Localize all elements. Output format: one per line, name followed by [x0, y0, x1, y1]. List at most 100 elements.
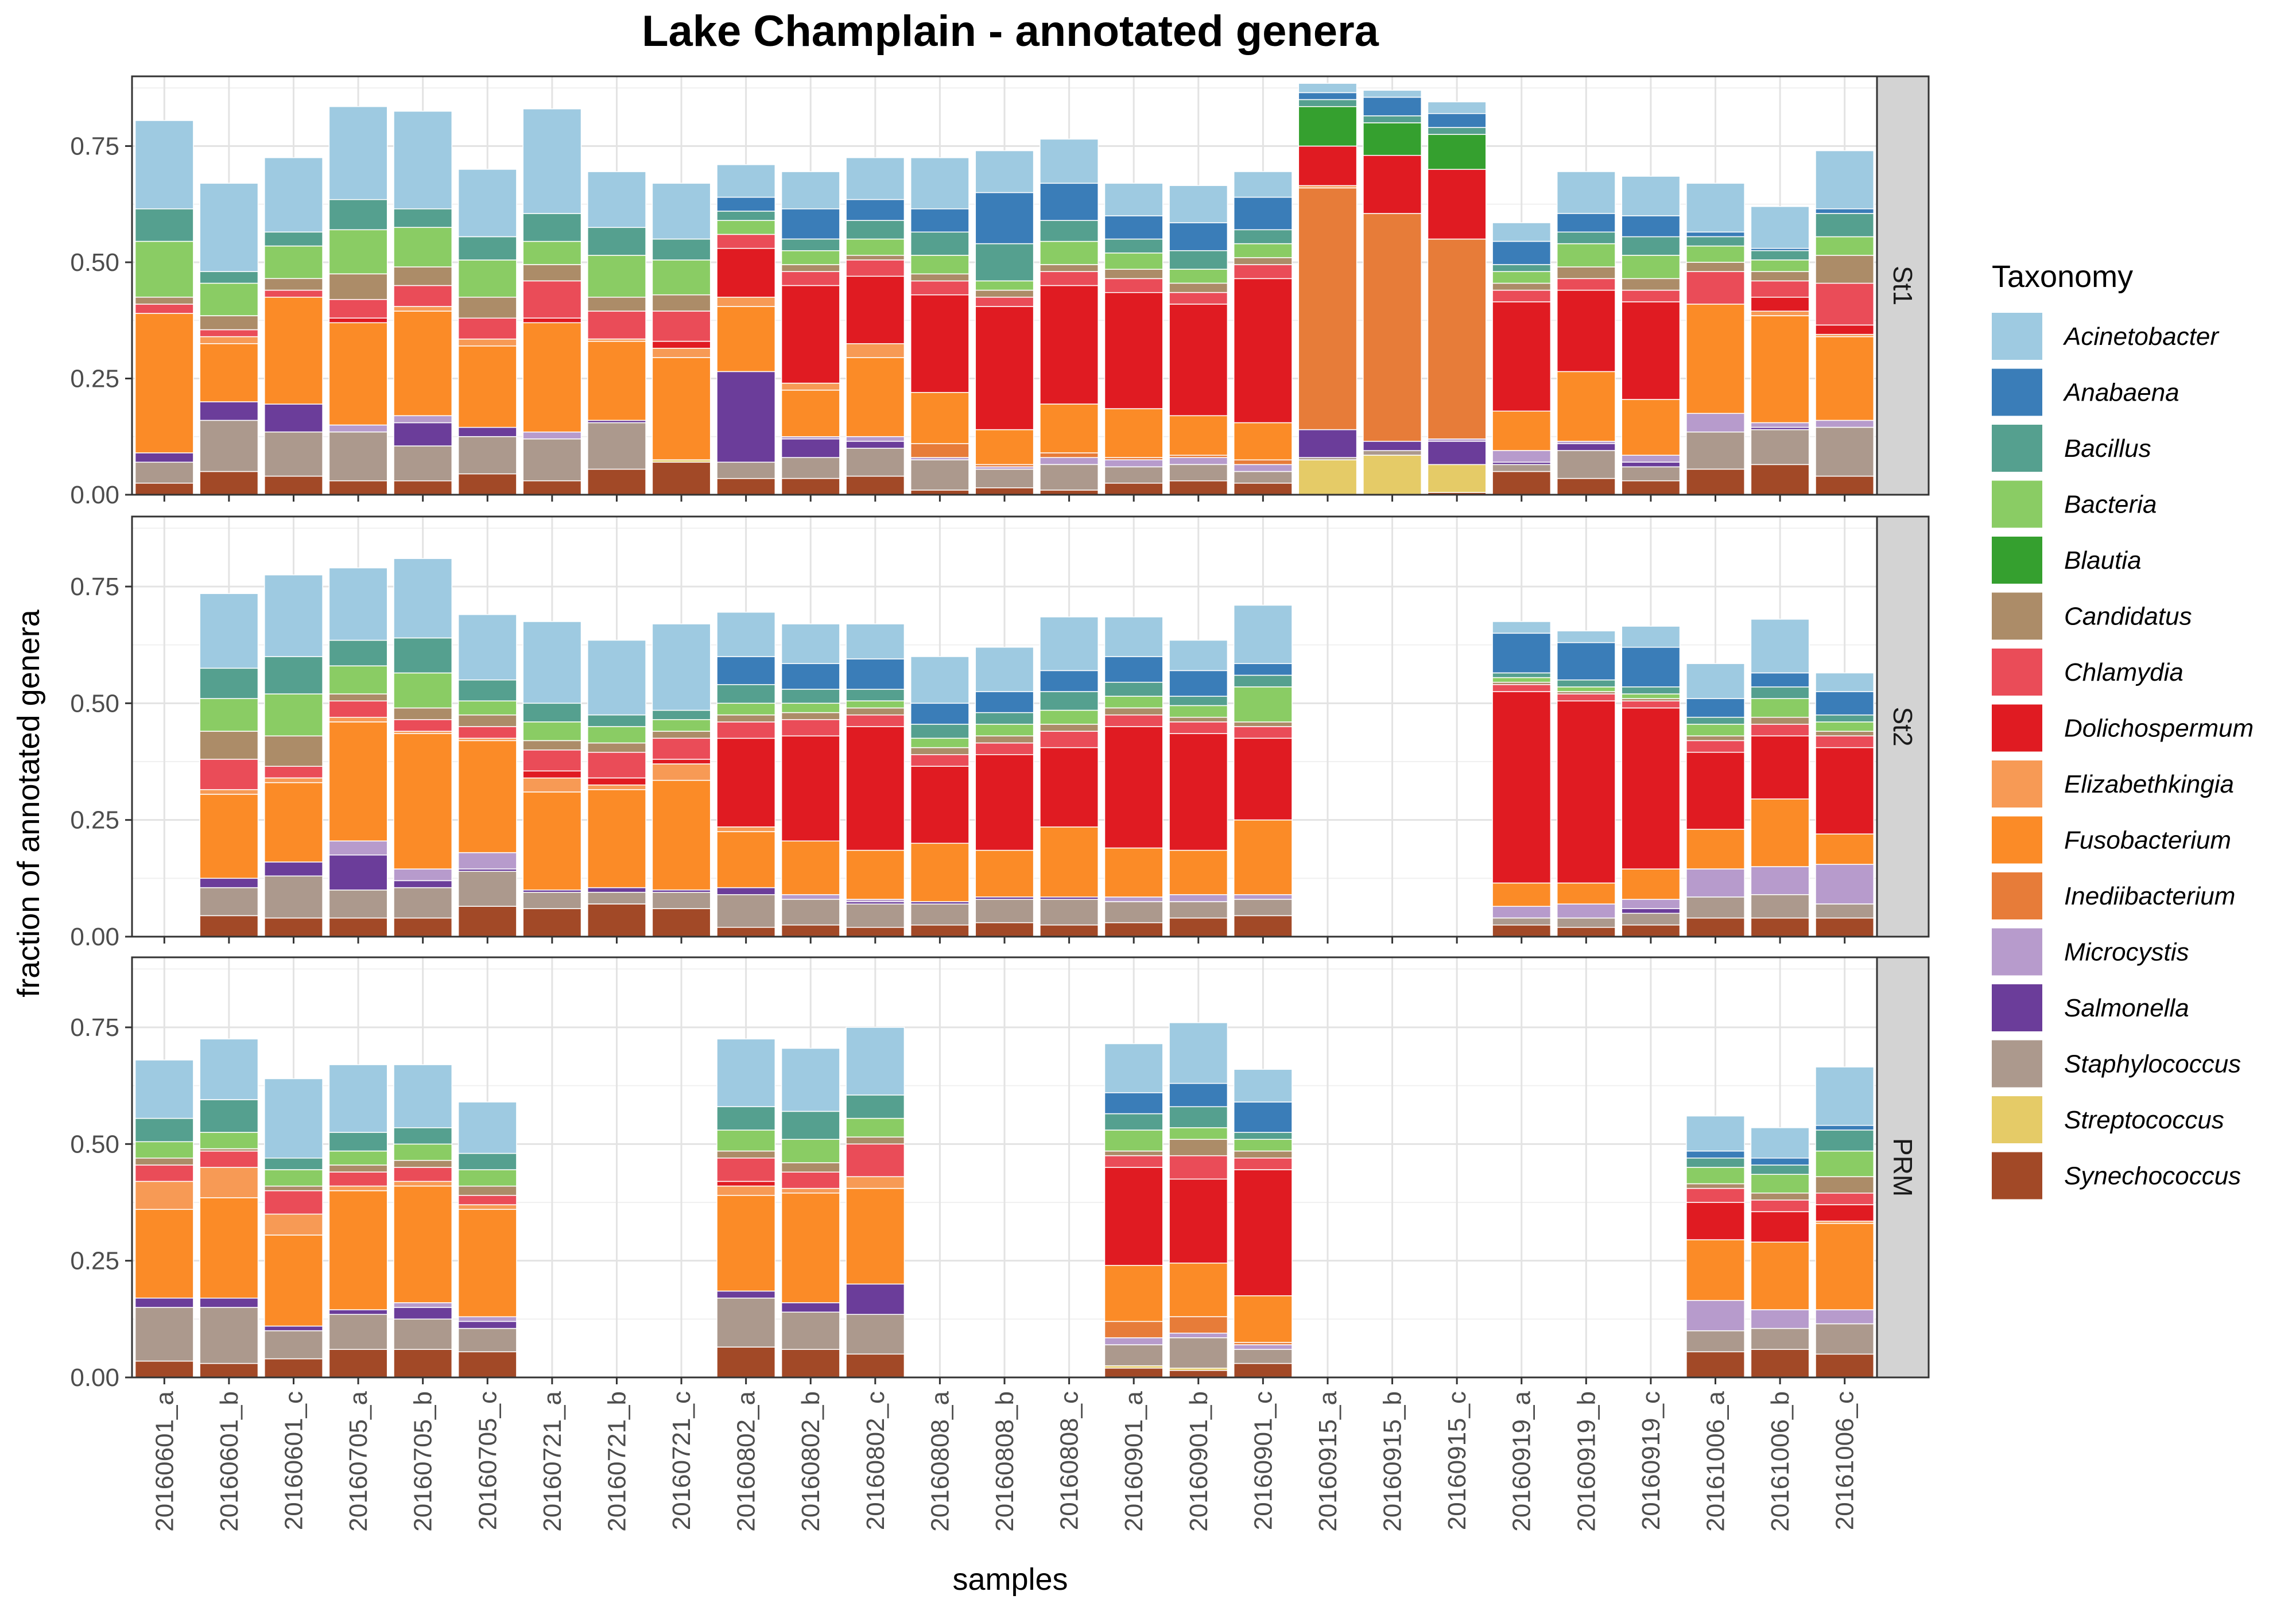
bar-segment-bacteria — [328, 229, 388, 274]
legend-label: Candidatus — [2064, 603, 2192, 631]
bar-segment-bacteria — [910, 737, 969, 748]
legend-key — [1992, 1040, 2042, 1088]
bar-segment-staphylococcus — [716, 894, 776, 928]
bar-segment-bacillus — [1750, 1165, 1810, 1175]
bar-segment-candidatus — [910, 273, 969, 282]
bar-segment-chlamydia — [781, 271, 840, 286]
bar-segment-bacteria — [1686, 245, 1745, 263]
bar-segment-microcystis — [846, 436, 905, 442]
bar-segment-acinetobacter — [846, 623, 905, 659]
bar-segment-fusobacterium — [134, 1209, 194, 1299]
bar-segment-bacillus — [1750, 686, 1810, 699]
bar-segment-staphylococcus — [1233, 471, 1293, 484]
bar-segment-synechococcus — [587, 468, 646, 495]
x-tick-label: 20160721_a — [538, 1391, 567, 1531]
x-tick-label: 20160919_b — [1572, 1391, 1600, 1532]
bar-segment-bacteria — [1104, 253, 1163, 270]
bar-segment-elizabethkingia — [651, 763, 711, 781]
bar-segment-bacteria — [975, 724, 1034, 736]
bar-segment-bacillus — [199, 271, 259, 284]
bar-segment-staphylococcus — [587, 891, 646, 905]
bar-segment-synechococcus — [1686, 917, 1745, 937]
bar-segment-staphylococcus — [1233, 899, 1293, 917]
bar-segment-microcystis — [1815, 864, 1875, 905]
bar-segment-candidatus — [1233, 721, 1293, 727]
bar-segment-staphylococcus — [1233, 1349, 1293, 1364]
bar-segment-staphylococcus — [975, 468, 1034, 488]
x-tick-label: 20160705_c — [474, 1391, 502, 1530]
bar-segment-salmonella — [1621, 908, 1681, 914]
bar-segment-fusobacterium — [1750, 1241, 1810, 1310]
bar-segment-candidatus — [781, 712, 840, 720]
bar-segment-salmonella — [846, 1283, 905, 1315]
bar-segment-staphylococcus — [1040, 464, 1099, 491]
bar-segment-anabaena — [1427, 113, 1487, 128]
bar-segment-bacteria — [1686, 724, 1745, 736]
bar-segment-fusobacterium — [651, 779, 711, 891]
bar-segment-synechococcus — [264, 917, 323, 937]
bar-segment-acinetobacter — [328, 567, 388, 641]
bar-segment-candidatus — [457, 297, 517, 319]
bar-segment-chlamydia — [328, 299, 388, 319]
bar-segment-anabaena — [716, 656, 776, 685]
legend-key — [1992, 592, 2042, 640]
x-tick-label: 20160601_b — [215, 1391, 243, 1532]
bar-segment-dolichospermum — [1363, 154, 1422, 214]
bar-segment-synechococcus — [393, 917, 453, 937]
bar-segment-bacillus — [199, 1099, 259, 1133]
bar-segment-inediibacterium — [1298, 187, 1358, 430]
bar-segment-fusobacterium — [587, 789, 646, 888]
bar-segment-staphylococcus — [1556, 917, 1616, 928]
bar-segment-acinetobacter — [393, 111, 453, 209]
bar-segment-candidatus — [781, 1162, 840, 1173]
bar-segment-staphylococcus — [1169, 901, 1228, 919]
bar-segment-fusobacterium — [1040, 826, 1099, 898]
bar-segment-dolichospermum — [975, 754, 1034, 851]
bar-segment-acinetobacter — [651, 183, 711, 240]
bar-segment-bacillus — [1233, 674, 1293, 688]
bar-segment-candidatus — [1815, 1176, 1875, 1194]
bar-segment-fusobacterium — [328, 721, 388, 842]
bar-segment-bacillus — [393, 1127, 453, 1145]
bar-segment-salmonella — [587, 887, 646, 893]
bar-segment-staphylococcus — [1750, 894, 1810, 919]
bar-segment-acinetobacter — [1621, 626, 1681, 648]
bar-segment-synechococcus — [134, 483, 194, 495]
bar-segment-acinetobacter — [134, 1059, 194, 1119]
bar-segment-chlamydia — [1686, 271, 1745, 305]
y-tick-label: 0.25 — [70, 806, 119, 834]
bar-segment-staphylococcus — [457, 871, 517, 907]
bar-segment-staphylococcus — [716, 461, 776, 479]
bar-segment-fusobacterium — [1686, 829, 1745, 870]
x-tick-label: 20160915_b — [1379, 1391, 1407, 1532]
bar-segment-elizabethkingia — [199, 789, 259, 795]
bar-segment-elizabethkingia — [457, 1204, 517, 1210]
bar-segment-elizabethkingia — [846, 343, 905, 358]
bar-segment-fusobacterium — [393, 733, 453, 870]
bar-segment-staphylococcus — [587, 422, 646, 470]
bar-segment-synechococcus — [1233, 483, 1293, 495]
bar-segment-anabaena — [1233, 663, 1293, 676]
bar-segment-microcystis — [1750, 866, 1810, 895]
legend-label: Fusobacterium — [2064, 826, 2231, 855]
bar-segment-fusobacterium — [975, 429, 1034, 465]
legend-key — [1992, 1152, 2042, 1200]
bar-segment-synechococcus — [1686, 1351, 1745, 1378]
bar-segment-chlamydia — [716, 1157, 776, 1182]
bar-segment-acinetobacter — [587, 639, 646, 716]
bar-segment-synechococcus — [975, 487, 1034, 495]
bar-segment-acinetobacter — [1686, 663, 1745, 699]
bar-segment-synechococcus — [1686, 468, 1745, 495]
bar-segment-dolichospermum — [1040, 285, 1099, 405]
bar-segment-bacteria — [1040, 240, 1099, 265]
bar-segment-dolichospermum — [1750, 297, 1810, 312]
bar-segment-dolichospermum — [846, 726, 905, 851]
bar-segment-candidatus — [199, 731, 259, 760]
bar-segment-microcystis — [1492, 906, 1552, 919]
bar-segment-fusobacterium — [1104, 847, 1163, 898]
bar-segment-fusobacterium — [846, 1187, 905, 1285]
bar-segment-synechococcus — [457, 906, 517, 937]
legend-title: Taxonomy — [1992, 259, 2133, 294]
bar-segment-fusobacterium — [328, 1190, 388, 1310]
bar-segment-dolichospermum — [1750, 735, 1810, 799]
